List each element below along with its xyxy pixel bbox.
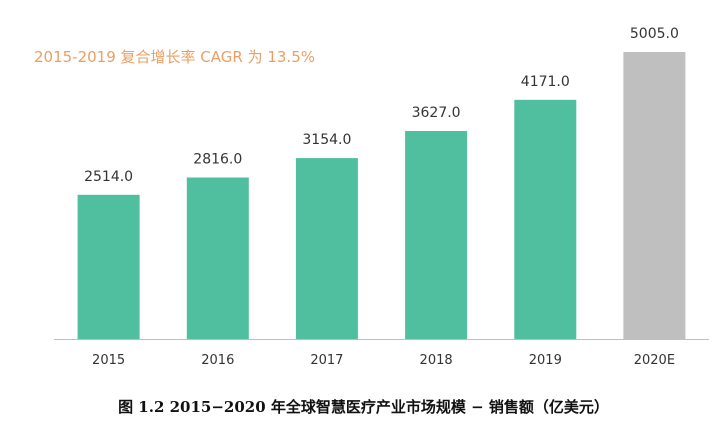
x-tick-labels-group: 2015 2016 2017 2018 2019 2020E <box>92 353 675 368</box>
bar-2015 <box>77 194 140 339</box>
value-label-2017: 3154.0 <box>302 132 351 148</box>
figure-caption: 图 1.2 2015−2020 年全球智慧医疗产业市场规模 − 销售额（亿美元） <box>118 398 609 416</box>
bar-2020E <box>623 52 686 339</box>
x-tick-label-2016: 2016 <box>201 353 234 368</box>
bar-2017 <box>295 158 358 339</box>
x-tick-label-2018: 2018 <box>420 353 453 368</box>
cagr-annotation: 2015-2019 复合增长率 CAGR 为 13.5% <box>34 48 316 66</box>
value-label-2015: 2514.0 <box>84 169 133 185</box>
bar-chart: 2514.0 2816.0 3154.0 3627.0 4171.0 5005.0 201… <box>54 26 709 368</box>
value-label-2016: 2816.0 <box>193 152 242 168</box>
bar-2016 <box>186 177 249 339</box>
value-labels-group: 2514.0 2816.0 3154.0 3627.0 4171.0 5005.0 <box>84 26 679 185</box>
value-label-2018: 3627.0 <box>412 105 461 121</box>
value-label-2019: 4171.0 <box>521 74 570 90</box>
x-tick-label-2020E: 2020E <box>634 353 675 368</box>
bar-2018 <box>405 131 468 339</box>
value-label-2020E: 5005.0 <box>630 26 679 42</box>
bars-group <box>77 52 686 339</box>
x-tick-label-2017: 2017 <box>310 353 343 368</box>
bar-2019 <box>514 99 577 339</box>
x-tick-label-2019: 2019 <box>529 353 562 368</box>
x-tick-label-2015: 2015 <box>92 353 125 368</box>
